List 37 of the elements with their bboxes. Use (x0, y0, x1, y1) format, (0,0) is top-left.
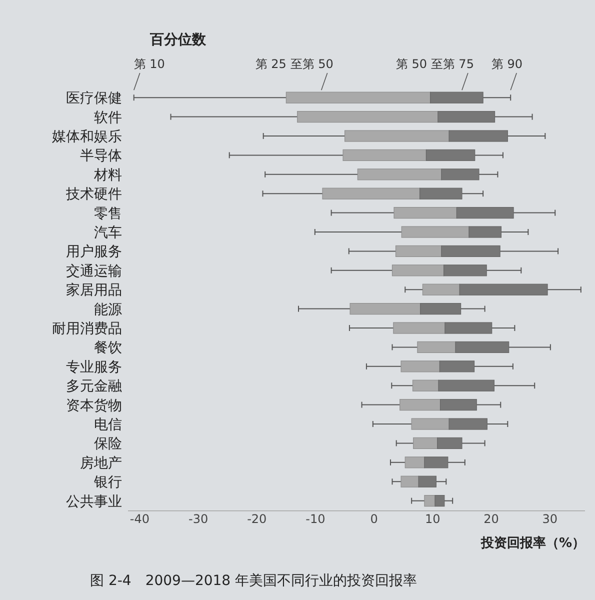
x-tick-label: -30 (188, 512, 208, 526)
y-tick-label: 多元金融 (66, 378, 122, 395)
y-tick-label: 电信 (94, 417, 122, 433)
x-tick-label: -20 (247, 512, 267, 526)
y-tick-label: 材料 (93, 167, 122, 184)
y-tick-label: 银行 (93, 474, 122, 491)
y-tick-label: 医疗保健 (66, 90, 122, 107)
y-tick-label: 技术硬件 (65, 186, 122, 203)
y-tick-label: 零售 (94, 206, 122, 222)
annotation: 第 25 至第 50 (255, 57, 334, 71)
y-tick-label: 汽车 (94, 225, 122, 241)
y-tick-label: 公共事业 (66, 494, 122, 510)
x-axis-title: 投资回报率（%） (480, 534, 585, 551)
y-tick-label: 软件 (94, 110, 122, 126)
y-tick-label: 耐用消费品 (52, 321, 122, 337)
y-tick-label: 半导体 (80, 148, 122, 164)
y-tick-label: 媒体和娱乐 (52, 129, 122, 145)
y-tick-label: 交通运输 (66, 263, 122, 280)
caption: 图 2-4 2009—2018 年美国不同行业的投资回报率 (90, 572, 418, 589)
x-tick-label: -40 (130, 512, 150, 526)
y-tick-label: 房地产 (80, 455, 122, 472)
y-tick-label: 用户服务 (66, 244, 122, 260)
y-tick-label: 专业服务 (66, 359, 122, 376)
legend-title: 百分位数 (149, 32, 207, 48)
x-tick-label: 20 (484, 512, 499, 526)
annotation: 第 10 (134, 57, 165, 71)
x-tick-label: -10 (306, 512, 326, 526)
x-tick-label: 30 (542, 512, 558, 526)
x-tick-label: 10 (425, 512, 440, 526)
y-tick-label: 资本货物 (66, 398, 122, 414)
y-tick-label: 家居用品 (66, 282, 122, 299)
annotation: 第 90 (491, 57, 523, 71)
y-tick-label: 保险 (94, 436, 122, 452)
y-tick-label: 餐饮 (94, 340, 122, 356)
x-tick-label: 0 (370, 512, 378, 526)
annotation: 第 50 至第 75 (396, 57, 474, 71)
y-tick-label: 能源 (94, 302, 122, 318)
